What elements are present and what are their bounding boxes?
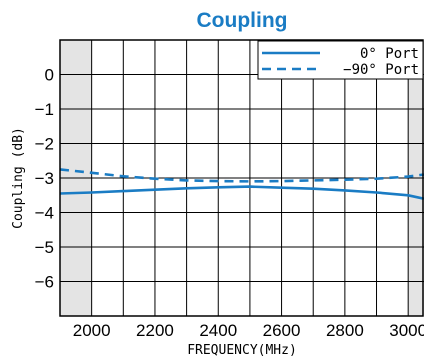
legend-entry-label: 0° Port bbox=[360, 46, 419, 62]
y-tick-label: −6 bbox=[35, 273, 54, 292]
x-tick-labels: 2000 2200 2400 2600 2800 3000 bbox=[73, 321, 424, 340]
y-tick-label: 0 bbox=[45, 66, 54, 85]
x-tick-label: 2800 bbox=[326, 321, 364, 340]
y-tick-label: −2 bbox=[35, 135, 54, 154]
legend-entry-label: −90° Port bbox=[343, 62, 419, 78]
y-tick-label: −5 bbox=[35, 238, 54, 257]
plot-frame bbox=[59, 39, 424, 317]
y-tick-label: −3 bbox=[35, 169, 54, 188]
legend-box bbox=[257, 40, 424, 80]
legend: 0° Port−90° Port bbox=[257, 40, 424, 80]
y-tick-labels: 0 −1 −2 −3 −4 −5 −6 bbox=[35, 66, 54, 292]
series-line-0-port bbox=[59, 185, 424, 200]
y-tick-label: −4 bbox=[35, 204, 54, 223]
plot-area bbox=[59, 39, 424, 317]
x-tick-label: 2600 bbox=[263, 321, 301, 340]
x-tick-label: 2200 bbox=[136, 321, 174, 340]
series-lines bbox=[59, 168, 424, 200]
x-axis-label: FREQUENCY(MHz) bbox=[187, 343, 297, 358]
x-tick-label: 2000 bbox=[73, 321, 111, 340]
chart-title: Coupling bbox=[197, 9, 288, 32]
x-tick-label: 3000 bbox=[389, 321, 424, 340]
x-tick-label: 2400 bbox=[199, 321, 237, 340]
y-axis-label: Coupling (dB) bbox=[11, 127, 26, 229]
y-tick-label: −1 bbox=[35, 100, 54, 119]
series-line-minus90-port bbox=[59, 168, 424, 183]
